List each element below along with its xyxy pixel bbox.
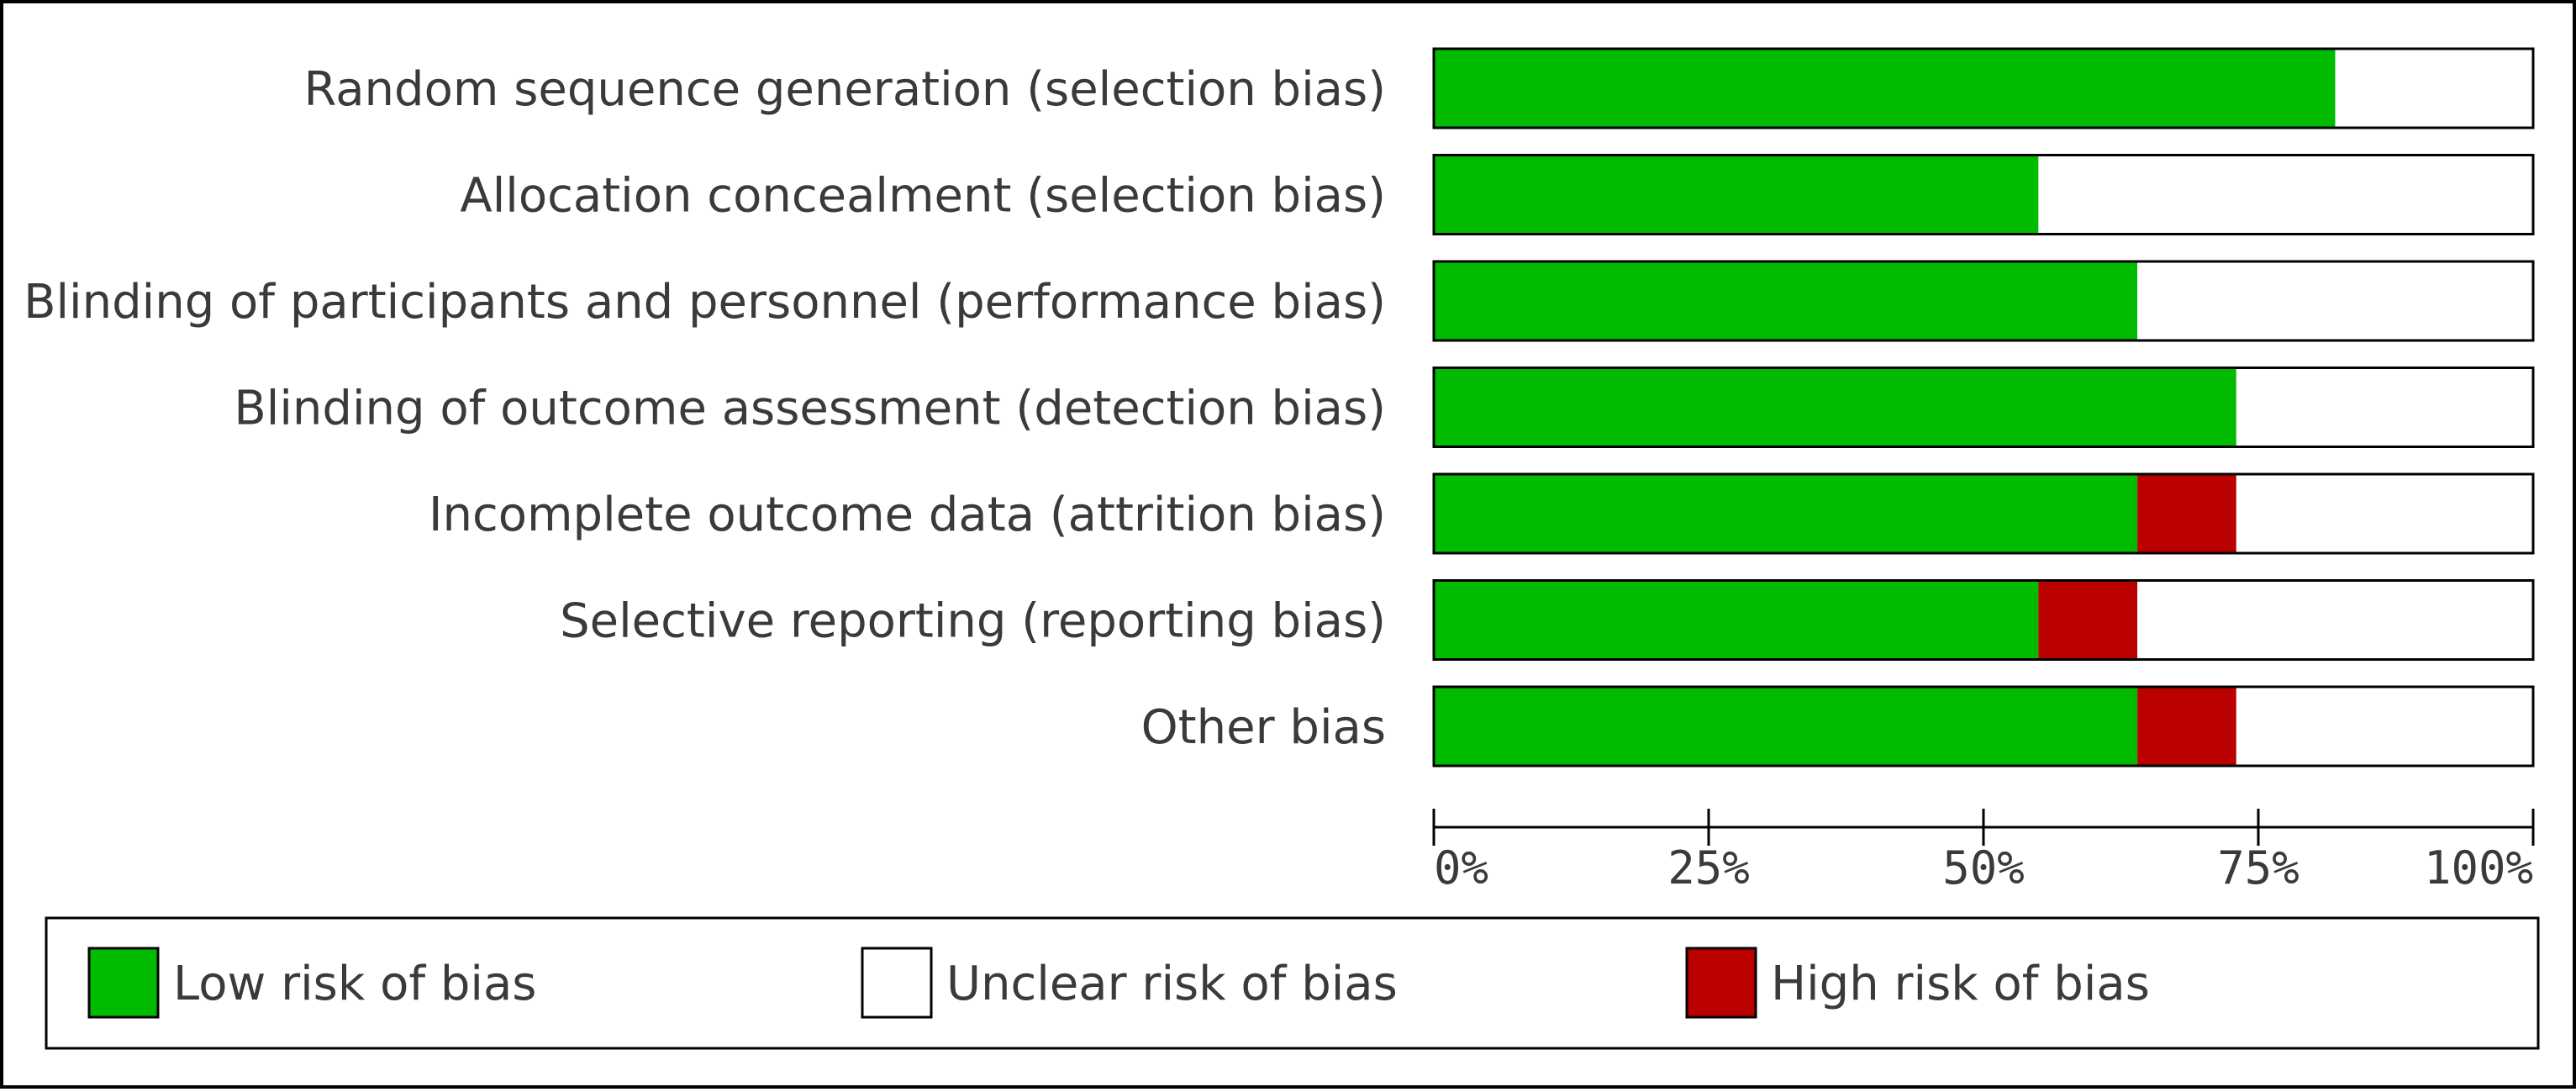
legend-label-low-risk-of-bias: Low risk of bias [173, 957, 536, 1011]
category-labels: Random sequence generation (selection bi… [24, 62, 1386, 755]
category-label: Selective reporting (reporting bias) [560, 594, 1386, 649]
category-label: Allocation concealment (selection bias) [460, 169, 1386, 224]
category-label: Blinding of participants and personnel (… [24, 275, 1386, 330]
bar-outline [1432, 154, 2535, 235]
category-label: Blinding of outcome assessment (detectio… [234, 382, 1386, 436]
risk-of-bias-chart: Random sequence generation (selection bi… [24, 47, 2540, 1050]
category-label: Incomplete outcome data (attrition bias) [429, 488, 1386, 542]
bar-segment-unclear-risk-of-bias [2236, 474, 2533, 553]
legend-label-high-risk-of-bias: High risk of bias [1771, 957, 2150, 1011]
bar-outline [1432, 367, 2535, 448]
bar-segment-unclear-risk-of-bias [2137, 261, 2533, 340]
bar-segment-low-risk-of-bias [1434, 580, 2039, 660]
x-tick-label: 0% [1434, 841, 1488, 894]
bar-segment-unclear-risk-of-bias [2236, 367, 2533, 447]
x-tick-label: 75% [2217, 841, 2299, 894]
bar-segment-unclear-risk-of-bias [2137, 580, 2533, 660]
x-tick-label: 50% [1942, 841, 2025, 894]
bar-outline [1432, 47, 2535, 129]
bar-segment-high-risk-of-bias [2038, 580, 2138, 660]
bar-segment-unclear-risk-of-bias [2038, 155, 2533, 235]
bar-segment-high-risk-of-bias [2137, 474, 2236, 553]
category-label: Other bias [1141, 700, 1386, 755]
legend: Low risk of bias Unclear risk of bias High… [45, 916, 2540, 1050]
bar-segment-low-risk-of-bias [1434, 49, 2336, 128]
category-label: Random sequence generation (selection bi… [304, 62, 1386, 117]
legend-swatch-unclear-risk-of-bias [861, 947, 933, 1019]
bar-segment-unclear-risk-of-bias [2236, 687, 2533, 766]
bar-outline [1432, 260, 2535, 342]
bar-segment-low-risk-of-bias [1434, 155, 2039, 235]
x-tick-label: 25% [1667, 841, 1750, 894]
bar-segment-high-risk-of-bias [2137, 687, 2236, 766]
bar-segment-low-risk-of-bias [1434, 367, 2236, 447]
bar-outline [1432, 472, 2535, 555]
legend-swatch-high-risk-of-bias [1685, 947, 1757, 1019]
x-axis: 0% 25% 50% 75% 100% [1432, 809, 2535, 894]
legend-box [45, 916, 2540, 1050]
bar-segment-unclear-risk-of-bias [2335, 49, 2533, 128]
bar-segment-low-risk-of-bias [1434, 261, 2138, 340]
bar-segment-low-risk-of-bias [1434, 687, 2138, 766]
legend-label-unclear-risk-of-bias: Unclear risk of bias [946, 957, 1398, 1011]
x-tick-label: 100% [2424, 841, 2533, 894]
bar-outline [1432, 685, 2535, 768]
bar-segment-low-risk-of-bias [1434, 474, 2138, 553]
legend-swatch-low-risk-of-bias [87, 947, 160, 1019]
bar-outline [1432, 579, 2535, 661]
bars-group [1432, 47, 2535, 768]
